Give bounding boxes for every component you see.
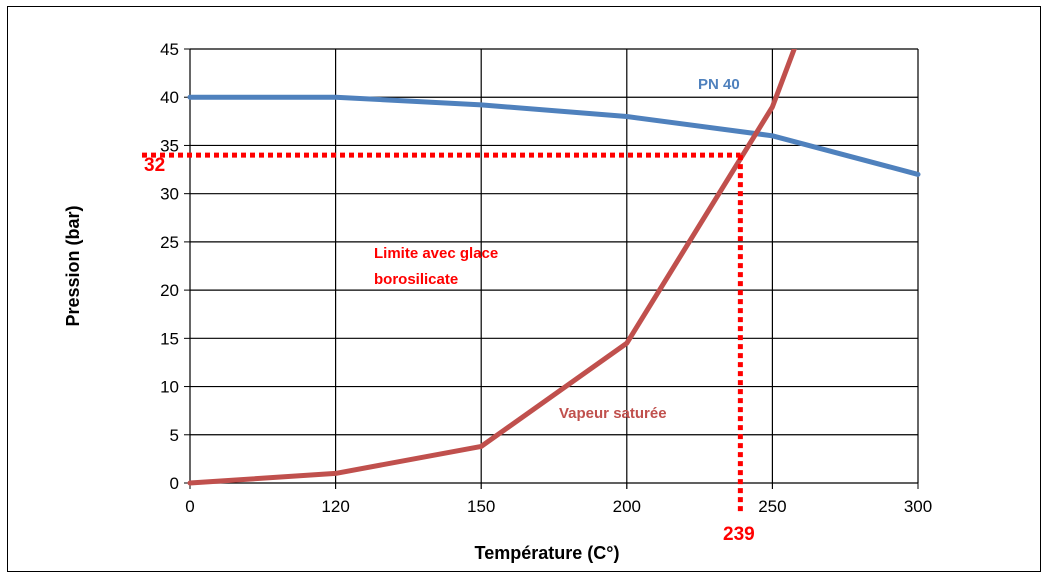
value-239-label: 239 [723, 524, 755, 545]
series-line-vapeur-saturee [187, 49, 797, 486]
x-tick-labels: 0 120 150 200 250 300 [185, 497, 932, 516]
x-tick-label: 120 [321, 497, 349, 516]
x-tick-label: 0 [185, 497, 194, 516]
y-tick-labels: 0 5 10 15 20 25 30 35 40 45 [160, 40, 179, 493]
value-32-label: 32 [144, 155, 165, 176]
series-label-vapeur: Vapeur saturée [559, 405, 667, 422]
y-tick-label: 35 [160, 136, 179, 155]
x-axis-title: Température (C°) [475, 543, 620, 563]
limit-label-line1: Limite avec glace [374, 245, 498, 262]
y-tick-label: 5 [170, 426, 179, 445]
y-tick-label: 45 [160, 40, 179, 59]
x-tick-label: 300 [904, 497, 932, 516]
y-axis-title: Pression (bar) [63, 205, 83, 326]
x-tick-label: 200 [613, 497, 641, 516]
y-tick-label: 20 [160, 281, 179, 300]
y-tick-label: 0 [170, 474, 179, 493]
annotations: Limite avec glace borosilicate 32 239 PN… [142, 76, 755, 545]
x-tick-label: 150 [467, 497, 495, 516]
y-tick-label: 15 [160, 329, 179, 348]
series-label-pn40: PN 40 [698, 76, 740, 93]
series-lines [187, 49, 921, 486]
series-line-pn40 [187, 94, 921, 177]
limit-label-line2: borosilicate [374, 271, 458, 288]
y-tick-label: 30 [160, 185, 179, 204]
y-tick-label: 25 [160, 233, 179, 252]
grid [184, 48, 919, 489]
chart-frame [7, 6, 1041, 572]
x-tick-label: 250 [758, 497, 786, 516]
y-tick-label: 10 [160, 378, 179, 397]
y-tick-label: 40 [160, 88, 179, 107]
